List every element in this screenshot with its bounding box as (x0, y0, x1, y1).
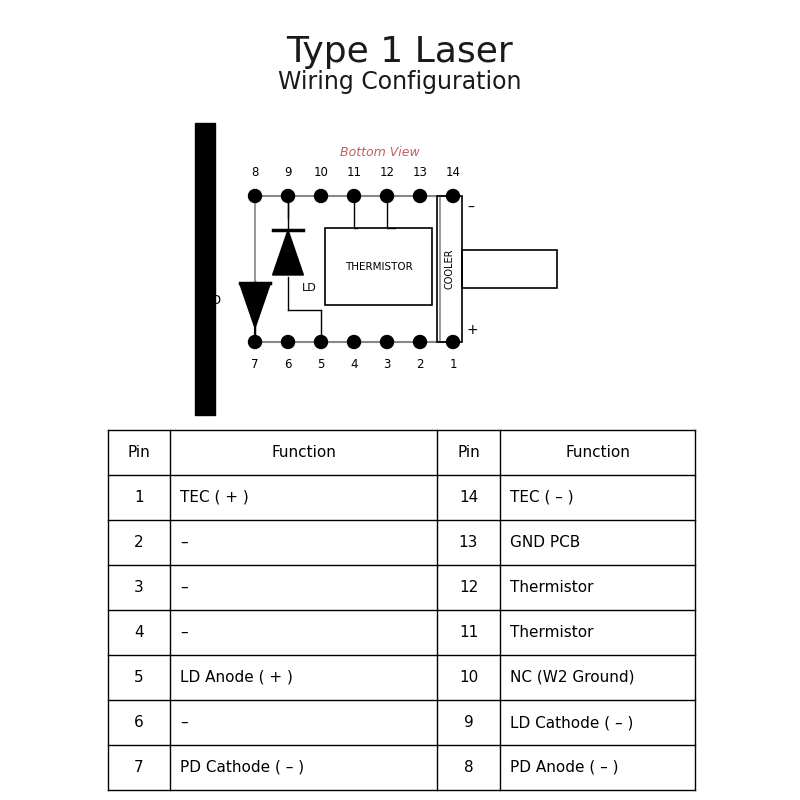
Text: 1: 1 (450, 358, 457, 371)
Text: 8: 8 (251, 166, 258, 179)
Text: 3: 3 (383, 358, 390, 371)
Text: Pin: Pin (457, 445, 480, 460)
Circle shape (249, 190, 262, 202)
Text: Type 1 Laser: Type 1 Laser (286, 35, 514, 69)
Circle shape (414, 190, 426, 202)
Text: 4: 4 (350, 358, 358, 371)
Circle shape (381, 335, 394, 349)
Text: PD: PD (206, 294, 222, 306)
Text: LD Cathode ( – ): LD Cathode ( – ) (510, 715, 634, 730)
Text: –: – (180, 715, 188, 730)
Text: Function: Function (565, 445, 630, 460)
Text: LD: LD (302, 283, 317, 293)
Text: PD Anode ( – ): PD Anode ( – ) (510, 760, 618, 775)
Circle shape (282, 190, 294, 202)
Text: 2: 2 (134, 535, 144, 550)
Bar (437, 196, 462, 342)
Circle shape (446, 335, 459, 349)
Text: LD Anode ( + ): LD Anode ( + ) (180, 670, 293, 685)
Text: 11: 11 (459, 625, 478, 640)
Polygon shape (273, 230, 303, 275)
Bar (325, 228, 432, 305)
Text: COOLER: COOLER (445, 249, 454, 290)
Circle shape (282, 335, 294, 349)
Text: 7: 7 (251, 358, 258, 371)
Text: 9: 9 (464, 715, 474, 730)
Bar (195, 123, 215, 415)
Text: 8: 8 (464, 760, 474, 775)
Bar (255, 196, 440, 342)
Text: Bottom View: Bottom View (340, 146, 420, 158)
Text: –: – (180, 580, 188, 595)
Polygon shape (240, 283, 270, 328)
Text: 7: 7 (134, 760, 144, 775)
Text: –: – (467, 201, 474, 215)
Text: 12: 12 (459, 580, 478, 595)
Text: NC (W2 Ground): NC (W2 Ground) (510, 670, 634, 685)
Text: 5: 5 (134, 670, 144, 685)
Text: 13: 13 (413, 166, 427, 179)
Text: 6: 6 (134, 715, 144, 730)
Circle shape (347, 335, 361, 349)
Circle shape (314, 190, 327, 202)
Text: PD Cathode ( – ): PD Cathode ( – ) (180, 760, 304, 775)
Text: Thermistor: Thermistor (510, 580, 594, 595)
Text: Thermistor: Thermistor (510, 625, 594, 640)
Circle shape (446, 190, 459, 202)
Text: –: – (180, 535, 188, 550)
Circle shape (249, 335, 262, 349)
Text: –: – (180, 625, 188, 640)
Text: 9: 9 (284, 166, 292, 179)
Text: Wiring Configuration: Wiring Configuration (278, 70, 522, 94)
Text: 5: 5 (318, 358, 325, 371)
Text: 14: 14 (446, 166, 461, 179)
Text: 4: 4 (134, 625, 144, 640)
Circle shape (381, 190, 394, 202)
Text: Pin: Pin (128, 445, 150, 460)
Text: 6: 6 (284, 358, 292, 371)
Text: 11: 11 (346, 166, 362, 179)
Text: 12: 12 (379, 166, 394, 179)
Text: 2: 2 (416, 358, 424, 371)
Text: 10: 10 (314, 166, 329, 179)
Circle shape (314, 335, 327, 349)
Circle shape (414, 335, 426, 349)
Text: TEC ( + ): TEC ( + ) (180, 490, 249, 505)
Text: GND PCB: GND PCB (510, 535, 580, 550)
Text: +: + (467, 323, 478, 337)
Text: 10: 10 (459, 670, 478, 685)
Text: 13: 13 (459, 535, 478, 550)
Text: Function: Function (271, 445, 336, 460)
Text: THERMISTOR: THERMISTOR (345, 262, 412, 271)
Text: 1: 1 (134, 490, 144, 505)
Circle shape (347, 190, 361, 202)
Text: TEC ( – ): TEC ( – ) (510, 490, 574, 505)
Text: 3: 3 (134, 580, 144, 595)
Bar (462, 250, 557, 288)
Text: 14: 14 (459, 490, 478, 505)
